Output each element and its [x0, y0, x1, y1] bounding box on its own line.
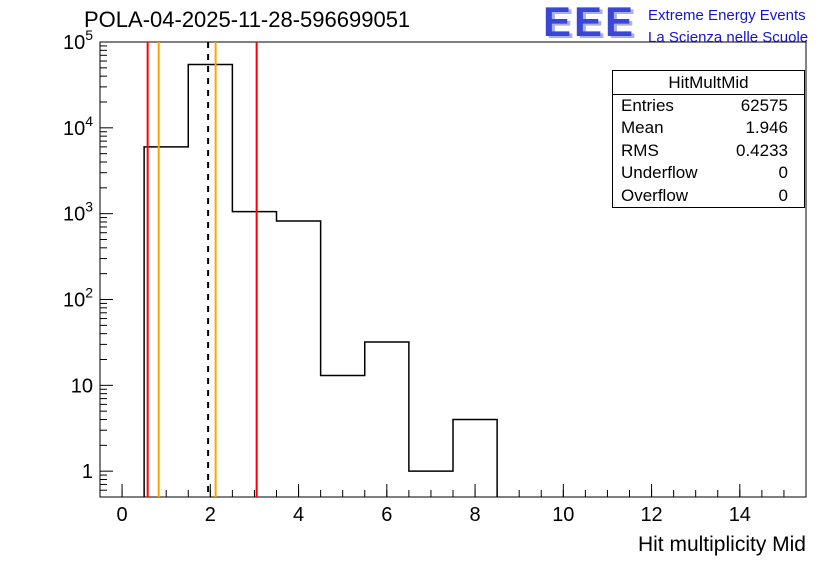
stats-row-label: Entries [621, 96, 674, 115]
stats-row: Mean 1.946 [613, 117, 804, 139]
stats-row: Underflow 0 [613, 162, 804, 184]
y-tick-label: 1 [82, 461, 93, 483]
histogram-line [143, 63, 498, 497]
x-tick-label: 10 [552, 504, 574, 526]
y-tick-label: 10 [71, 375, 93, 397]
stats-row-label: Mean [621, 118, 664, 138]
x-tick-label: 4 [293, 504, 304, 526]
stats-box-rows: Entries 62575 Mean 1.946 RMS 0.4233 Underflow 0… [613, 95, 804, 207]
x-tick-label: 14 [729, 504, 751, 526]
stats-row-label: Overflow [621, 185, 689, 205]
stats-row-value: 1.946 [745, 118, 788, 138]
eee-logo-text: EEE [543, 0, 637, 45]
stats-row-value: 62575 [740, 96, 788, 115]
stats-row-value: 0 [778, 163, 788, 183]
x-tick-label: 2 [205, 504, 216, 526]
eee-logo-subtitle: Extreme Energy Events La Scienza nelle S… [648, 2, 808, 49]
stats-row-value: 0 [778, 185, 788, 205]
plot-title: POLA-04-2025-11-28-596699051 [84, 7, 411, 32]
y-tick-label: 105 [63, 27, 93, 54]
stats-row: Overflow 0 [613, 185, 804, 207]
y-tick-label: 103 [63, 199, 93, 226]
x-tick-label: 0 [117, 504, 128, 526]
y-tick-label: 102 [63, 284, 93, 311]
stats-box: HitMultMid Entries 62575 Mean 1.946 RMS 0.423… [612, 70, 805, 209]
stats-row: Entries 62575 [613, 95, 804, 117]
x-tick-label: 6 [381, 504, 392, 526]
eee-logo: EEE Extreme Energy Events La Scienza nel… [543, 0, 808, 49]
stats-row-label: RMS [621, 140, 659, 160]
y-tick-label: 104 [63, 113, 93, 140]
x-axis-label: Hit multiplicity Mid [637, 533, 806, 556]
eee-logo-line1: Extreme Energy Events [648, 7, 806, 24]
x-tick-label: 8 [470, 504, 481, 526]
stats-row: RMS 0.4233 [613, 140, 804, 162]
stats-row-value: 0.4233 [736, 140, 788, 160]
x-tick-label: 12 [640, 504, 662, 526]
stats-box-title: HitMultMid [613, 71, 804, 95]
eee-logo-line2: La Scienza nelle Scuole [648, 28, 809, 46]
stats-row-label: Underflow [621, 163, 698, 183]
